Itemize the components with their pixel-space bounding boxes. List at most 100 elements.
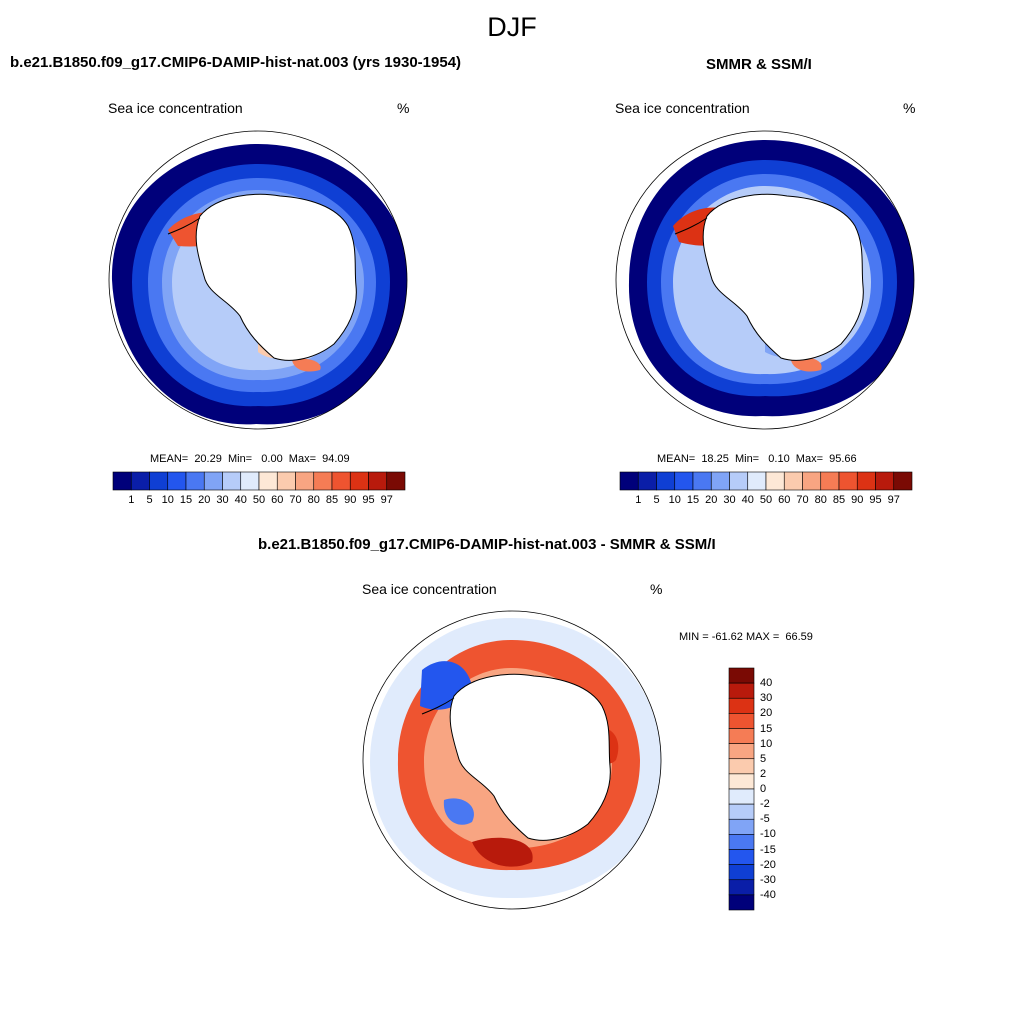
model-colorbar (112, 471, 406, 491)
colorbar-swatch (728, 834, 755, 850)
colorbar-tick-label: 85 (325, 494, 339, 506)
colorbar-tick-label: 85 (832, 494, 846, 506)
colorbar-tick-label: 95 (869, 494, 882, 506)
colorbar-tick-label: 5 (760, 752, 767, 765)
colorbar-tick-label: 40 (760, 677, 773, 690)
antarctica-landmass (449, 673, 611, 841)
colorbar-swatch (728, 879, 755, 896)
diff-panel-title: b.e21.B1850.f09_g17.CMIP6-DAMIP-hist-nat… (258, 536, 716, 553)
colorbar-swatch (728, 894, 755, 911)
colorbar-swatch (130, 471, 150, 491)
antarctica-landmass (702, 193, 864, 361)
diff-negative-ross (443, 798, 474, 825)
colorbar-swatch (728, 697, 755, 714)
colorbar-tick-label: 97 (887, 494, 900, 506)
diff-minmax: MIN = -61.62 MAX = 66.59 (679, 631, 813, 643)
colorbar-swatch (185, 471, 205, 491)
colorbar-tick-label: 10 (668, 494, 681, 506)
colorbar-swatch (820, 471, 840, 491)
colorbar-tick-label: -2 (760, 798, 770, 811)
antarctic-peninsula (674, 217, 708, 235)
colorbar-tick-label: 2 (760, 767, 767, 780)
colorbar-swatch (728, 818, 755, 835)
colorbar-tick-label: 10 (760, 737, 773, 750)
colorbar-swatch (637, 471, 657, 491)
obs-stats: MEAN= 18.25 Min= 0.10 Max= 95.66 (657, 453, 857, 465)
obs-colorbar (619, 471, 913, 491)
colorbar-swatch (710, 471, 730, 491)
colorbar-swatch (386, 471, 406, 491)
model-variable-label: Sea ice concentration (108, 100, 243, 116)
antarctic-peninsula (421, 697, 455, 715)
colorbar-tick-label: 1 (635, 494, 642, 506)
colorbar-tick-label: 0 (760, 783, 767, 795)
colorbar-swatch (112, 471, 132, 491)
colorbar-swatch (875, 471, 895, 491)
obs-polar-map (615, 130, 915, 430)
colorbar-swatch (276, 471, 296, 491)
diff-colorbar-labels: 40 30 20 15 10 5 2 0 -2 -5 -10 -15 -20 -30 -40 (760, 668, 800, 910)
colorbar-swatch (728, 773, 755, 790)
colorbar-tick-label: -15 (760, 843, 776, 856)
diff-positive-south (472, 837, 533, 867)
colorbar-tick-label: 50 (252, 494, 266, 506)
colorbar-swatch (674, 471, 694, 491)
colorbar-tick-label: 80 (307, 494, 320, 506)
colorbar-tick-label: 30 (760, 692, 773, 705)
colorbar-swatch (728, 758, 755, 775)
colorbar-tick-label: -30 (760, 873, 776, 886)
colorbar-tick-label: 60 (778, 494, 791, 506)
colorbar-swatch (368, 471, 388, 491)
colorbar-tick-label: 5 (146, 494, 153, 506)
colorbar-tick-label: 90 (851, 494, 864, 506)
colorbar-swatch (313, 471, 333, 491)
colorbar-swatch (838, 471, 858, 491)
season-title: DJF (487, 12, 537, 42)
diff-colorbar (728, 667, 755, 911)
colorbar-swatch (728, 728, 755, 744)
model-panel-title: b.e21.B1850.f09_g17.CMIP6-DAMIP-hist-nat… (10, 54, 462, 71)
diff-units-label: % (650, 581, 663, 597)
colorbar-swatch (203, 471, 223, 491)
colorbar-swatch (295, 471, 315, 491)
colorbar-swatch (331, 471, 351, 491)
obs-variable-label: Sea ice concentration (615, 100, 750, 116)
model-colorbar-labels: 1 5 10 15 20 30 40 50 60 70 80 85 90 95 97 (113, 494, 405, 508)
colorbar-tick-label: 15 (760, 722, 773, 735)
colorbar-swatch (728, 682, 755, 699)
colorbar-tick-label: 1 (128, 494, 135, 506)
colorbar-tick-label: 15 (179, 494, 193, 506)
colorbar-tick-label: 50 (759, 494, 773, 506)
colorbar-swatch (258, 471, 278, 491)
colorbar-swatch (856, 471, 876, 491)
colorbar-swatch (240, 471, 260, 491)
colorbar-tick-label: 95 (362, 494, 375, 506)
obs-units-label: % (903, 100, 916, 116)
colorbar-swatch (692, 471, 712, 491)
colorbar-tick-label: 40 (741, 494, 754, 506)
colorbar-swatch (802, 471, 822, 491)
obs-colorbar-labels: 1 5 10 15 20 30 40 50 60 70 80 85 90 95 97 (620, 494, 912, 508)
colorbar-swatch (728, 864, 755, 881)
colorbar-tick-label: 80 (814, 494, 827, 506)
colorbar-swatch (728, 788, 755, 805)
colorbar-swatch (728, 803, 755, 820)
model-stats: MEAN= 20.29 Min= 0.00 Max= 94.09 (150, 453, 350, 465)
obs-panel-title: SMMR & SSM/I (706, 56, 812, 73)
antarctica-landmass (195, 193, 357, 361)
colorbar-swatch (149, 471, 169, 491)
colorbar-swatch (893, 471, 913, 491)
colorbar-tick-label: -10 (760, 828, 776, 841)
colorbar-swatch (728, 713, 755, 729)
colorbar-tick-label: 97 (380, 494, 393, 506)
colorbar-tick-label: -40 (760, 888, 776, 901)
colorbar-tick-label: 90 (344, 494, 357, 506)
colorbar-tick-label: 10 (161, 494, 174, 506)
colorbar-swatch (619, 471, 639, 491)
colorbar-tick-label: 20 (705, 494, 718, 506)
ice-pack-east (292, 358, 321, 372)
colorbar-tick-label: 30 (723, 494, 736, 506)
colorbar-swatch (349, 471, 369, 491)
diff-variable-label: Sea ice concentration (362, 581, 497, 597)
model-units-label: % (397, 100, 410, 116)
